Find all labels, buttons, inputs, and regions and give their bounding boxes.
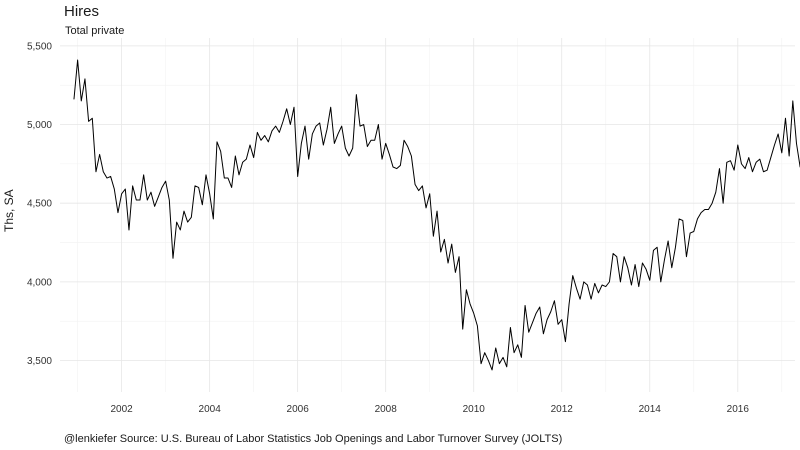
series-line	[73, 59, 800, 371]
x-tick-label: 2010	[463, 404, 486, 415]
x-tick-label: 2004	[199, 404, 222, 415]
y-tick-label: 4,500	[27, 199, 52, 210]
source-caption: @lenkiefer Source: U.S. Bureau of Labor …	[64, 433, 563, 445]
y-tick-labels: 3,500 4,000 4,500 5,000 5,500	[27, 41, 52, 367]
x-tick-label: 2016	[727, 404, 750, 415]
major-gridlines	[60, 38, 795, 392]
x-tick-label: 2012	[551, 404, 574, 415]
y-tick-label: 5,000	[27, 120, 52, 131]
x-tick-label: 2014	[639, 404, 662, 415]
x-tick-label: 2002	[110, 404, 133, 415]
chart-title: Hires	[64, 3, 100, 20]
x-tick-label: 2008	[375, 404, 398, 415]
y-tick-label: 4,000	[27, 277, 52, 288]
chart-subtitle: Total private	[65, 25, 125, 37]
series-lines	[73, 59, 800, 371]
x-tick-label: 2006	[287, 404, 310, 415]
x-tick-labels: 2002 2004 2006 2008 2010 2012 2014 2016	[110, 404, 749, 415]
minor-gridlines	[60, 38, 795, 392]
y-tick-label: 5,500	[27, 41, 52, 52]
y-tick-label: 3,500	[27, 356, 52, 367]
